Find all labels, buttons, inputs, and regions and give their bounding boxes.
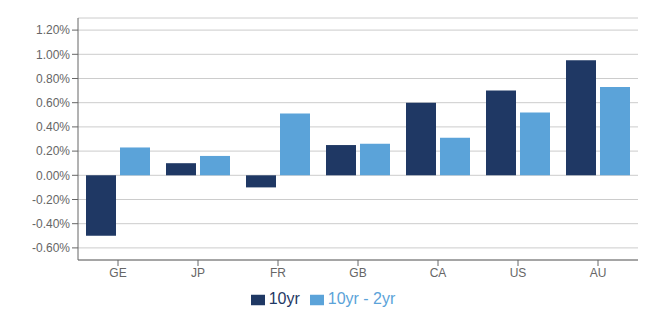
- svg-text:1.20%: 1.20%: [36, 23, 70, 37]
- svg-text:FR: FR: [270, 266, 286, 280]
- html-text:10yr: 10yr: [268, 290, 300, 307]
- svg-text:AU: AU: [590, 266, 607, 280]
- svg-text:1.00%: 1.00%: [36, 48, 70, 62]
- svg-text:JP: JP: [191, 266, 205, 280]
- svg-text:CA: CA: [430, 266, 447, 280]
- svg-text:0.00%: 0.00%: [36, 169, 70, 183]
- svg-text:GB: GB: [349, 266, 366, 280]
- svg-text:0.60%: 0.60%: [36, 96, 70, 110]
- svg-text:0.20%: 0.20%: [36, 144, 70, 158]
- svg-text:0.40%: 0.40%: [36, 120, 70, 134]
- svg-text:-0.60%: -0.60%: [32, 241, 70, 255]
- svg-text:-0.20%: -0.20%: [32, 193, 70, 207]
- svg-text:0.80%: 0.80%: [36, 72, 70, 86]
- html-text:10yr - 2yr: 10yr - 2yr: [327, 290, 396, 307]
- svg-text:GE: GE: [109, 266, 126, 280]
- svg-text:US: US: [510, 266, 527, 280]
- svg-text:-0.40%: -0.40%: [32, 217, 70, 231]
